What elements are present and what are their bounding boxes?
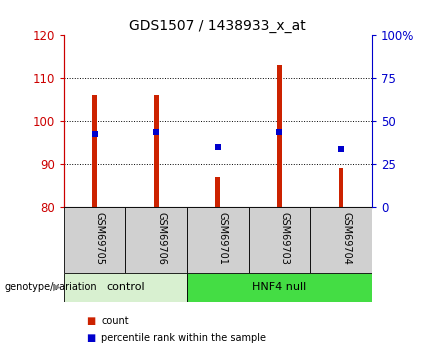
Bar — [64, 207, 125, 273]
Bar — [64, 273, 187, 302]
Text: control: control — [106, 282, 145, 292]
Text: GSM69703: GSM69703 — [279, 212, 290, 265]
Text: genotype/variation: genotype/variation — [4, 282, 97, 292]
Bar — [215, 177, 220, 207]
Bar — [154, 95, 159, 207]
Text: HNF4 null: HNF4 null — [252, 282, 307, 292]
Bar — [92, 95, 97, 207]
Bar — [249, 207, 310, 273]
Title: GDS1507 / 1438933_x_at: GDS1507 / 1438933_x_at — [129, 19, 306, 33]
Text: GSM69701: GSM69701 — [218, 212, 228, 265]
Bar — [338, 168, 344, 207]
Bar — [125, 207, 187, 273]
Text: GSM69704: GSM69704 — [341, 212, 351, 265]
Text: count: count — [101, 316, 129, 326]
Bar — [310, 207, 372, 273]
Bar — [187, 207, 249, 273]
Text: ■: ■ — [86, 316, 95, 326]
Text: ▶: ▶ — [52, 282, 60, 292]
Text: GSM69706: GSM69706 — [156, 212, 166, 265]
Text: ■: ■ — [86, 333, 95, 343]
Bar — [187, 273, 372, 302]
Bar — [277, 65, 282, 207]
Text: percentile rank within the sample: percentile rank within the sample — [101, 333, 266, 343]
Text: GSM69705: GSM69705 — [95, 212, 105, 265]
